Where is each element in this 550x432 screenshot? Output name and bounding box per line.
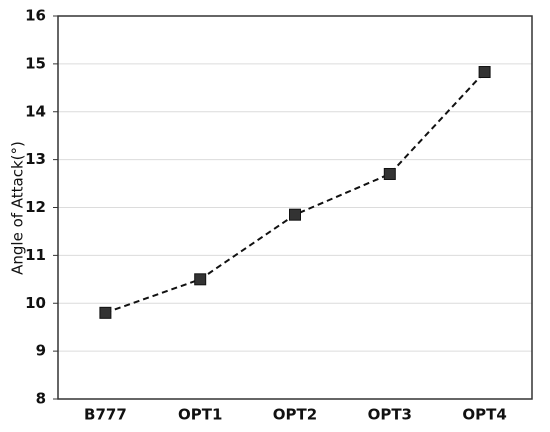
data-marker xyxy=(478,66,491,79)
y-tick-label: 16 xyxy=(25,7,46,25)
y-tick-label: 11 xyxy=(25,246,46,264)
x-tick-label: OPT3 xyxy=(368,406,412,424)
y-tick-label: 12 xyxy=(25,198,46,216)
data-marker xyxy=(99,306,112,319)
y-tick-label: 14 xyxy=(25,102,46,120)
y-tick-label: 10 xyxy=(25,294,46,312)
plot-frame xyxy=(57,15,533,400)
x-tick-label: OPT2 xyxy=(273,406,317,424)
y-tick-label: 13 xyxy=(25,150,46,168)
x-tick-label: OPT4 xyxy=(462,406,506,424)
y-axis-label: Angle of Attack(°) xyxy=(9,141,27,275)
data-marker xyxy=(383,167,396,180)
data-marker xyxy=(194,273,207,286)
data-marker xyxy=(289,208,301,221)
y-tick-label: 8 xyxy=(36,390,46,408)
data-line xyxy=(105,71,486,314)
y-tick-label: 15 xyxy=(25,54,46,72)
x-tick-label: B777 xyxy=(84,406,127,424)
y-tick-label: 9 xyxy=(36,342,46,360)
x-tick-label: OPT1 xyxy=(178,406,222,424)
